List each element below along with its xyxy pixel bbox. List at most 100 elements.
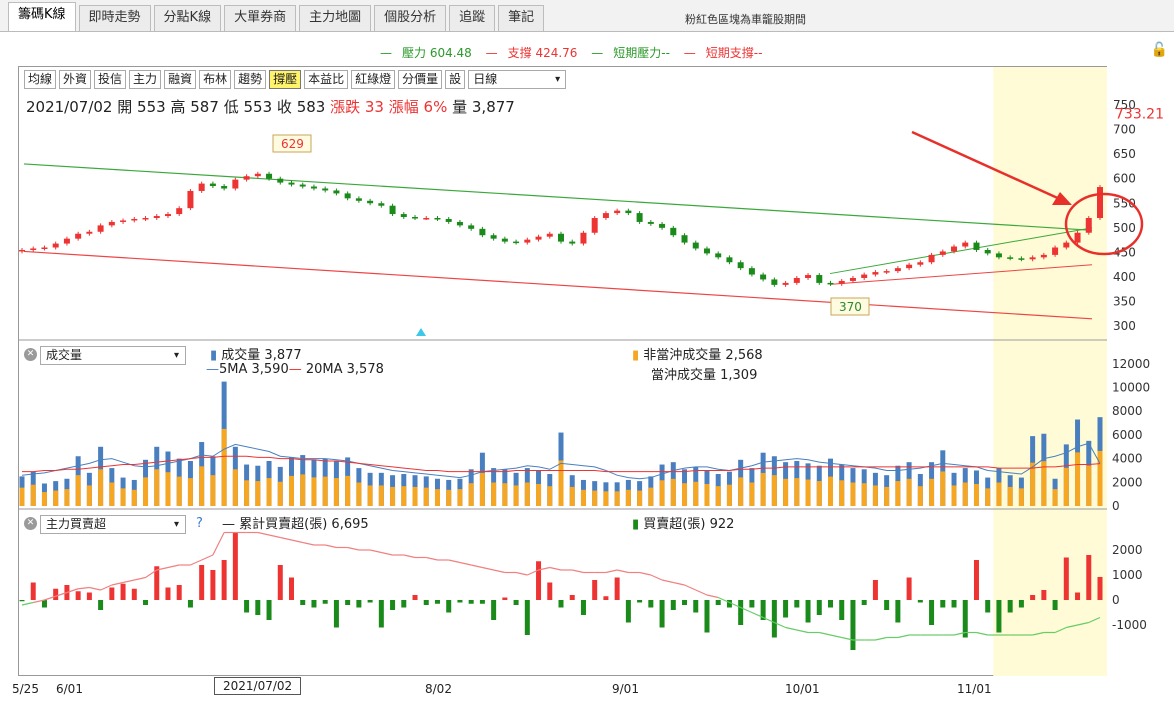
btn-trust[interactable]: 投信 bbox=[94, 70, 127, 89]
main-tick-label: -1000 bbox=[1112, 618, 1147, 632]
legend-resistance: 壓力 604.48 bbox=[402, 46, 472, 60]
last-price-label: 733.21 bbox=[1115, 106, 1164, 122]
volume-tick-label: 8000 bbox=[1112, 404, 1143, 418]
btn-support-resist[interactable]: 撐壓 bbox=[269, 70, 302, 89]
tab-bar: 籌碼K線 即時走勢 分點K線 大單券商 主力地圖 個股分析 追蹤 筆記 粉紅色區… bbox=[0, 0, 1174, 32]
ma20-legend: 20MA 3,578 bbox=[305, 362, 384, 377]
close-volume-icon[interactable]: ✕ bbox=[24, 348, 37, 361]
ohlc-close-label: 收 bbox=[276, 98, 292, 116]
btn-main[interactable]: 主力 bbox=[129, 70, 162, 89]
legend-support: 支撐 424.76 bbox=[507, 46, 578, 60]
price-tick-label: 500 bbox=[1113, 221, 1136, 235]
volume-tick-label: 6000 bbox=[1112, 428, 1143, 442]
btn-settings[interactable]: 設 bbox=[445, 70, 466, 89]
volume-tick-label: 2000 bbox=[1112, 475, 1143, 489]
price-tick-label: 350 bbox=[1113, 295, 1136, 309]
ohlc-open-label: 開 bbox=[117, 98, 133, 116]
btn-bollinger[interactable]: 布林 bbox=[199, 70, 232, 89]
tab-track[interactable]: 追蹤 bbox=[449, 5, 496, 31]
ohlc-close: 583 bbox=[296, 98, 326, 116]
volume-tick-label: 12000 bbox=[1112, 357, 1150, 371]
main-force-select[interactable]: 主力買賣超 bbox=[40, 515, 186, 534]
help-icon[interactable]: ? bbox=[196, 516, 203, 531]
nonday-legend-value: 非當沖成交量 2,568 bbox=[643, 348, 763, 363]
net-legend: ▮ 買賣超(張) 922 bbox=[632, 513, 734, 532]
close-main-icon[interactable]: ✕ bbox=[24, 517, 37, 530]
volume-tick-label: 10000 bbox=[1112, 381, 1150, 395]
nonday-legend: ▮ 非當沖成交量 2,568 bbox=[632, 344, 763, 363]
vol-bar-swatch-icon: ▮ bbox=[210, 348, 218, 363]
tab-big-broker[interactable]: 大單券商 bbox=[224, 5, 297, 31]
nonday-swatch-icon: ▮ bbox=[632, 348, 640, 363]
x-label-0525: 5/25 bbox=[12, 682, 39, 696]
price-tick-label: 400 bbox=[1113, 270, 1136, 284]
tab-stock-analysis[interactable]: 個股分析 bbox=[374, 5, 447, 31]
vol-legend: ▮ 成交量 3,877 bbox=[210, 344, 302, 363]
legend-short-sup: 短期支撐-- bbox=[705, 46, 763, 60]
x-label-1001: 10/01 bbox=[785, 682, 820, 696]
volume-tick-label: 0 bbox=[1112, 499, 1120, 513]
legend-support-line-icon: — bbox=[485, 46, 498, 60]
ohlc-high-label: 高 bbox=[170, 98, 186, 116]
btn-foreign[interactable]: 外資 bbox=[59, 70, 92, 89]
price-tick-label: 300 bbox=[1113, 319, 1136, 333]
cum-legend: — 累計買賣超(張) 6,695 bbox=[222, 513, 369, 532]
volume-select[interactable]: 成交量 bbox=[40, 346, 186, 365]
ma5-line-icon: — bbox=[206, 362, 219, 377]
ma20-line-icon: — bbox=[288, 362, 302, 377]
tab-branch-kline[interactable]: 分點K線 bbox=[153, 5, 222, 31]
unlock-icon[interactable]: 🔓 bbox=[1150, 42, 1168, 58]
day-legend: 當沖成交量 1,309 bbox=[651, 368, 758, 383]
x-label-0901: 9/01 bbox=[612, 682, 639, 696]
ma-legend: —5MA 3,590— 20MA 3,578 bbox=[206, 362, 384, 377]
ohlc-pct: 漲幅 6% bbox=[388, 98, 448, 116]
ma5-legend: 5MA 3,590 bbox=[219, 362, 289, 377]
ohlc-date: 2021/07/02 bbox=[26, 98, 113, 116]
volume-tick-label: 4000 bbox=[1112, 452, 1143, 466]
btn-trend[interactable]: 趨勢 bbox=[234, 70, 267, 89]
price-tick-label: 750 bbox=[1113, 98, 1136, 112]
price-tick-label: 650 bbox=[1113, 147, 1136, 161]
price-tick-label: 600 bbox=[1113, 172, 1136, 186]
ohlc-change: 漲跌 33 bbox=[330, 98, 384, 116]
price-tick-label: 450 bbox=[1113, 245, 1136, 259]
vol-legend-value: 成交量 3,877 bbox=[221, 348, 302, 363]
ohlc-low-label: 低 bbox=[223, 98, 239, 116]
btn-ma[interactable]: 均線 bbox=[24, 70, 57, 89]
main-tick-label: 2000 bbox=[1112, 543, 1143, 557]
ohlc-low: 553 bbox=[243, 98, 273, 116]
price-tick-label: 550 bbox=[1113, 196, 1136, 210]
price-tick-label: 700 bbox=[1113, 123, 1136, 137]
main-tick-label: 0 bbox=[1112, 593, 1120, 607]
btn-pe[interactable]: 本益比 bbox=[304, 70, 349, 89]
x-label-0601: 6/01 bbox=[56, 682, 83, 696]
legend-resistance-line-icon: — bbox=[380, 46, 392, 60]
tab-notes[interactable]: 筆記 bbox=[498, 5, 545, 31]
tab-note: 粉紅色區塊為車籠股期間 bbox=[685, 13, 806, 26]
btn-price-volume[interactable]: 分價量 bbox=[398, 70, 443, 89]
cursor-date-box: 2021/07/02 bbox=[214, 677, 302, 695]
main-tick-label: 1000 bbox=[1112, 568, 1143, 582]
net-swatch-icon: ▮ bbox=[632, 517, 640, 532]
legend-short-sup-line-icon: — bbox=[683, 46, 696, 60]
tab-chip-kline[interactable]: 籌碼K線 bbox=[8, 2, 76, 31]
cum-line-icon: — bbox=[222, 517, 235, 532]
x-label-1101: 11/01 bbox=[957, 682, 992, 696]
cum-legend-value: 累計買賣超(張) 6,695 bbox=[239, 517, 369, 532]
tab-realtime[interactable]: 即時走勢 bbox=[78, 5, 151, 31]
net-legend-value: 買賣超(張) 922 bbox=[643, 517, 735, 532]
legend-short-res-line-icon: — bbox=[591, 46, 604, 60]
tab-main-map[interactable]: 主力地圖 bbox=[299, 5, 372, 31]
indicator-toolbar: 均線 外資 投信 主力 融資 布林 趨勢 撐壓 本益比 紅綠燈 分價量 設 日線 bbox=[24, 70, 567, 89]
price-legend: — 壓力 604.48 — 支撐 424.76 — 短期壓力-- — 短期支撐-- bbox=[380, 44, 772, 61]
btn-traffic-light[interactable]: 紅綠燈 bbox=[351, 70, 396, 89]
chart-frame bbox=[18, 66, 1107, 676]
ohlc-volume: 量 3,877 bbox=[452, 98, 515, 116]
period-select[interactable]: 日線 bbox=[468, 70, 567, 89]
x-label-0802: 8/02 bbox=[425, 682, 452, 696]
btn-margin[interactable]: 融資 bbox=[164, 70, 197, 89]
ohlc-readout: 2021/07/02 開 553 高 587 低 553 收 583 漲跌 33… bbox=[26, 96, 515, 117]
ohlc-high: 587 bbox=[190, 98, 219, 116]
ohlc-open: 553 bbox=[137, 98, 166, 116]
legend-short-res: 短期壓力-- bbox=[613, 46, 670, 60]
